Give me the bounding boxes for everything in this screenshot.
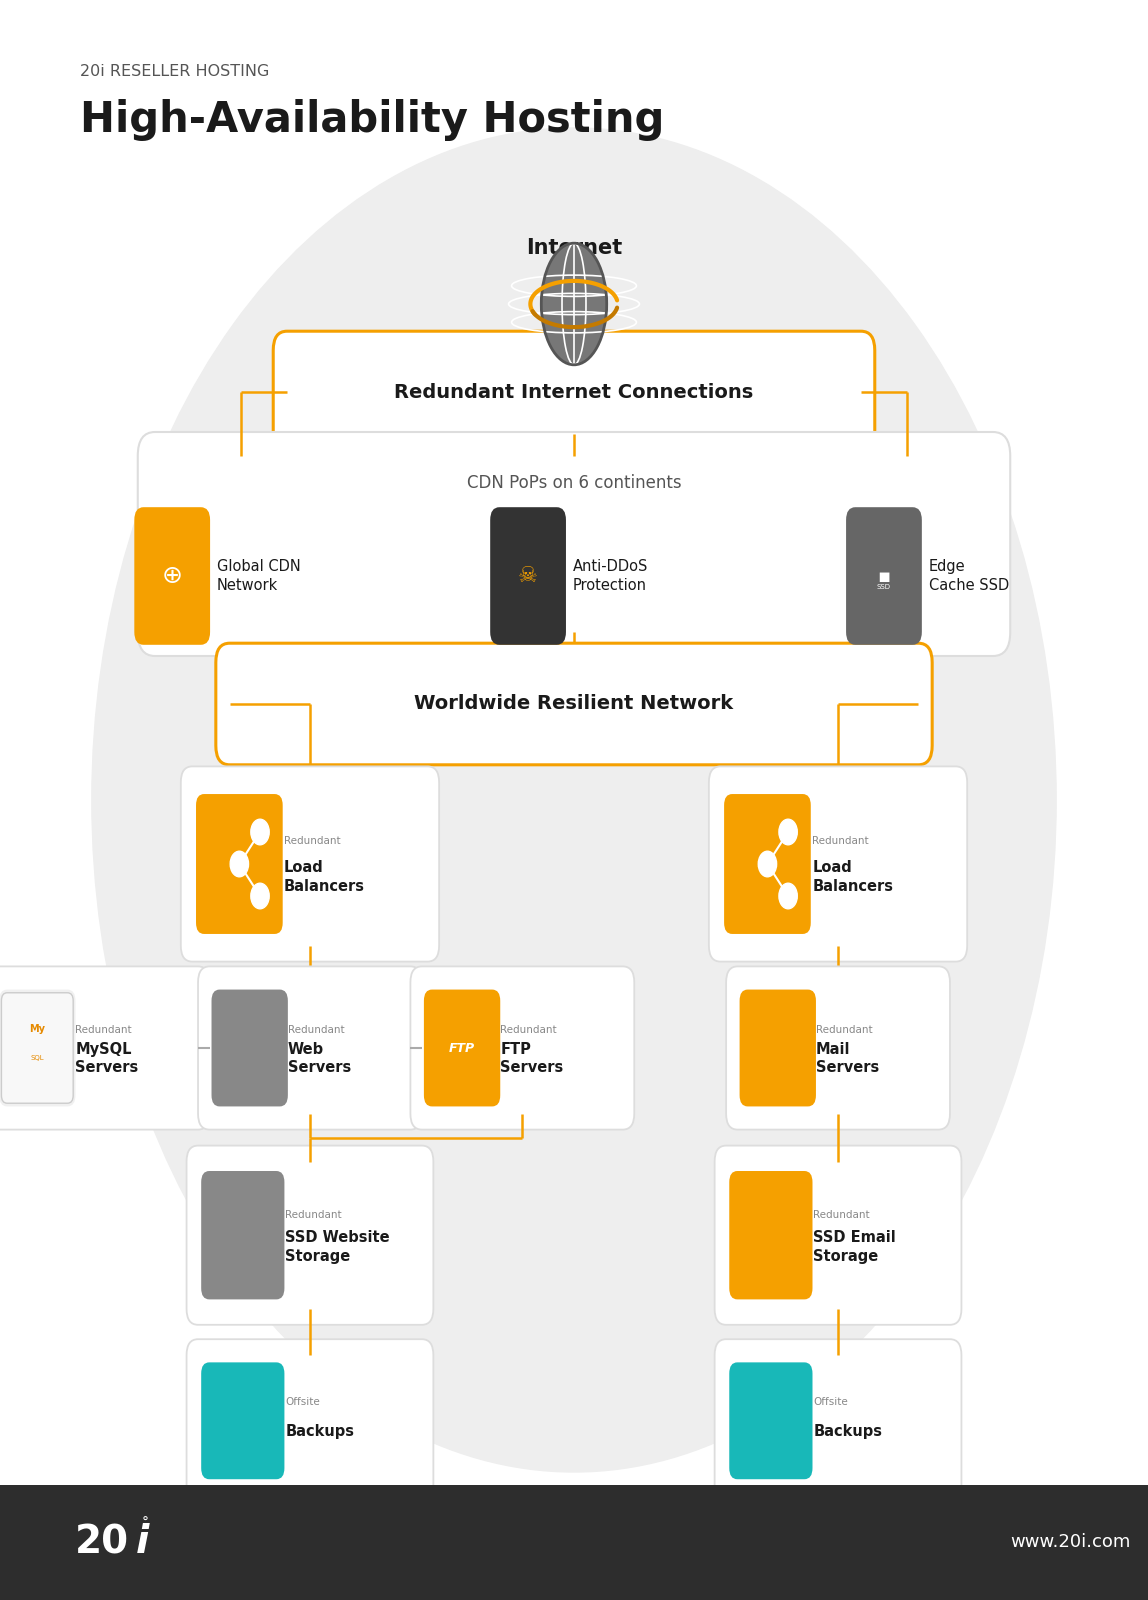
Text: Mail
Servers: Mail Servers [816,1042,879,1075]
Text: Redundant: Redundant [286,1210,342,1219]
Text: 20: 20 [75,1523,129,1562]
Circle shape [778,819,797,845]
FancyBboxPatch shape [714,1339,961,1502]
Text: Load
Balancers: Load Balancers [812,861,893,894]
Text: i: i [135,1523,149,1562]
FancyBboxPatch shape [0,989,76,1107]
Text: SQL: SQL [31,1054,44,1061]
Text: ▪: ▪ [877,566,891,586]
Text: www.20i.com: www.20i.com [1010,1533,1131,1552]
Text: Backups: Backups [286,1424,355,1438]
FancyBboxPatch shape [273,331,875,453]
FancyBboxPatch shape [724,794,810,934]
Text: Web
Servers: Web Servers [288,1042,351,1075]
Text: FTP: FTP [449,1042,475,1054]
FancyBboxPatch shape [726,966,949,1130]
FancyBboxPatch shape [739,989,816,1107]
Text: Redundant: Redundant [501,1024,557,1035]
FancyBboxPatch shape [0,966,209,1130]
FancyBboxPatch shape [201,1362,285,1480]
Text: Worldwide Resilient Network: Worldwide Resilient Network [414,694,734,714]
Text: Backups: Backups [814,1424,883,1438]
FancyBboxPatch shape [708,766,967,962]
FancyBboxPatch shape [187,1339,434,1502]
FancyBboxPatch shape [714,1146,961,1325]
Text: Global CDN
Network: Global CDN Network [217,558,301,594]
Text: ⊕: ⊕ [162,565,183,587]
FancyBboxPatch shape [0,1485,1148,1600]
FancyBboxPatch shape [729,1171,813,1299]
Text: Redundant: Redundant [76,1024,132,1035]
Text: MySQL
Servers: MySQL Servers [76,1042,139,1075]
Text: 20i RESELLER HOSTING: 20i RESELLER HOSTING [80,64,270,80]
FancyBboxPatch shape [846,507,922,645]
Text: CDN PoPs on 6 continents: CDN PoPs on 6 continents [467,474,681,493]
Text: Redundant: Redundant [816,1024,872,1035]
FancyBboxPatch shape [199,966,422,1130]
FancyBboxPatch shape [1,992,73,1104]
Text: Redundant: Redundant [814,1210,870,1219]
Text: Internet: Internet [526,238,622,258]
FancyBboxPatch shape [138,432,1010,656]
Circle shape [92,128,1056,1472]
Text: Redundant: Redundant [284,837,341,846]
Text: Redundant: Redundant [288,1024,344,1035]
FancyBboxPatch shape [211,989,288,1107]
Circle shape [231,851,249,877]
Text: FTP
Servers: FTP Servers [501,1042,564,1075]
FancyBboxPatch shape [134,507,210,645]
FancyBboxPatch shape [424,989,501,1107]
Text: Anti-DDoS
Protection: Anti-DDoS Protection [573,558,649,594]
Text: Offsite: Offsite [814,1397,848,1408]
Text: Edge
Cache SSD: Edge Cache SSD [929,558,1009,594]
Ellipse shape [542,243,606,365]
Circle shape [778,883,797,909]
Circle shape [758,851,776,877]
Text: °: ° [141,1517,148,1530]
FancyBboxPatch shape [411,966,634,1130]
Text: SSD Website
Storage: SSD Website Storage [286,1230,390,1264]
FancyBboxPatch shape [490,507,566,645]
Text: High-Availability Hosting: High-Availability Hosting [80,99,665,141]
Text: Redundant: Redundant [812,837,869,846]
Text: My: My [30,1024,45,1034]
Text: Load
Balancers: Load Balancers [284,861,365,894]
Text: SSD: SSD [877,584,891,590]
FancyBboxPatch shape [181,766,439,962]
FancyBboxPatch shape [729,1362,813,1480]
Text: SSD Email
Storage: SSD Email Storage [814,1230,897,1264]
FancyBboxPatch shape [187,1146,434,1325]
Text: Redundant Internet Connections: Redundant Internet Connections [395,382,753,402]
Circle shape [251,883,270,909]
FancyBboxPatch shape [216,643,932,765]
Text: ☠: ☠ [518,566,538,586]
FancyBboxPatch shape [201,1171,285,1299]
FancyBboxPatch shape [196,794,282,934]
Circle shape [251,819,270,845]
Text: Offsite: Offsite [286,1397,320,1408]
